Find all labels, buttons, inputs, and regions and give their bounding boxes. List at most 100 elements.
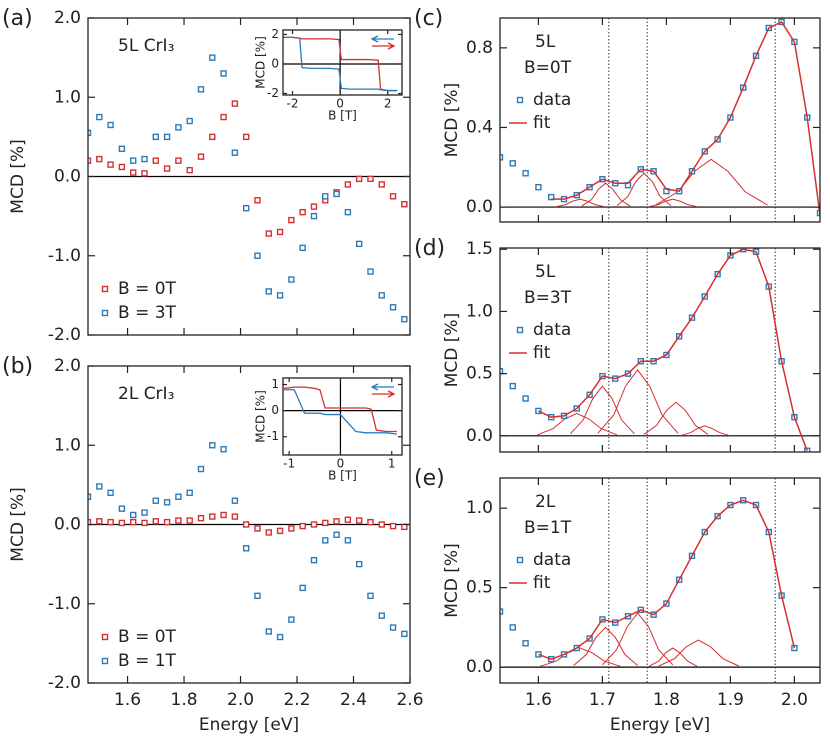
- data-point: [96, 483, 103, 490]
- panel-label: (a): [2, 6, 33, 31]
- data-point: [141, 509, 148, 516]
- axes-frame: [87, 365, 411, 684]
- data-point: [389, 304, 397, 311]
- y-tick-label: 1.0: [466, 301, 493, 321]
- data-point: [389, 522, 397, 530]
- data-point: [322, 519, 329, 527]
- data-point: [401, 523, 408, 531]
- axes-frame: [282, 29, 403, 96]
- data-point: [367, 268, 374, 275]
- fit-component: [573, 626, 638, 666]
- data-point: [276, 292, 284, 299]
- data-point: [118, 519, 126, 527]
- data-point: [344, 181, 352, 188]
- fit-component: [649, 198, 698, 208]
- arrow: [370, 35, 394, 43]
- arrow: [370, 383, 394, 391]
- data-point: [186, 489, 193, 496]
- data-point: [163, 499, 171, 506]
- x-axis-label: Energy [eV]: [199, 715, 299, 735]
- data-point: [197, 514, 205, 522]
- fit-component: [616, 172, 672, 207]
- y-tick-label: -1.0: [48, 246, 81, 266]
- data-point: [118, 163, 126, 171]
- legend-swatch: [516, 556, 524, 564]
- axes-frame: [282, 377, 403, 456]
- fit-component: [581, 182, 631, 207]
- data-point: [509, 382, 516, 390]
- arrow: [372, 42, 396, 50]
- data-point: [367, 592, 374, 600]
- chart-title: 5L CrI₃: [118, 36, 174, 56]
- fit-component: [648, 647, 698, 667]
- y-tick-label: 0.0: [466, 657, 493, 677]
- data-point: [265, 288, 272, 295]
- arrow: [372, 390, 396, 398]
- x-tick-label: -2: [287, 97, 299, 111]
- y-axis-label: MCD [%]: [8, 139, 28, 213]
- x-tick-label: 1.6: [114, 690, 141, 710]
- data-point: [163, 165, 171, 172]
- data-point: [88, 129, 92, 137]
- y-tick-label: 0.0: [54, 515, 81, 535]
- legend-swatch: [516, 326, 524, 334]
- data-point: [163, 133, 171, 141]
- data-point: [152, 157, 159, 164]
- data-point: [88, 518, 92, 526]
- data-point: [378, 292, 385, 299]
- y-tick-label: 0.4: [466, 117, 493, 137]
- y-tick-label: 1.0: [54, 435, 81, 455]
- y-tick-label: 0.8: [466, 38, 493, 58]
- data-point: [265, 230, 272, 237]
- data-point: [378, 521, 385, 528]
- fit-component: [570, 385, 635, 435]
- data-point: [310, 212, 318, 220]
- legend-label: B = 1T: [118, 651, 177, 671]
- data-point: [129, 511, 137, 519]
- data-point: [220, 113, 227, 121]
- data-point: [299, 522, 306, 530]
- data-point: [118, 505, 126, 512]
- series-line: [283, 36, 398, 92]
- data-point: [96, 155, 103, 163]
- data-point: [355, 517, 363, 524]
- x-tick-label: 0: [336, 97, 344, 111]
- data-point: [276, 228, 284, 236]
- legend-label: fit: [533, 113, 551, 133]
- data-point: [186, 117, 193, 125]
- axes-frame: [499, 477, 821, 684]
- data-point: [152, 133, 159, 141]
- y-tick-label: 0.5: [466, 364, 493, 384]
- fit-component: [540, 647, 621, 667]
- data-point: [344, 537, 352, 544]
- data-point: [522, 395, 529, 402]
- data-point: [288, 525, 295, 532]
- data-point: [220, 70, 227, 77]
- data-point: [220, 446, 227, 453]
- x-tick-label: 2.0: [227, 690, 254, 710]
- series-line: [283, 386, 397, 433]
- axes-frame: [499, 17, 821, 223]
- series-line: [538, 248, 808, 452]
- legend-swatch: [101, 309, 109, 317]
- fit-component: [556, 198, 605, 208]
- x-tick-label: 0: [337, 457, 345, 471]
- data-point: [152, 497, 159, 504]
- axes-frame: [87, 17, 411, 336]
- y-tick-label: 2.0: [54, 8, 81, 28]
- data-point: [231, 497, 239, 504]
- data-point: [88, 493, 92, 500]
- plot-area: [500, 18, 820, 222]
- data-point: [107, 489, 114, 496]
- legend-swatch: [101, 285, 109, 293]
- data-point: [288, 216, 295, 224]
- y-axis-label: MCD [%]: [442, 83, 462, 157]
- data-point: [96, 113, 103, 121]
- y-tick-label: 1.5: [466, 239, 493, 259]
- x-tick-label: 2.6: [396, 690, 423, 710]
- data-point: [175, 493, 182, 500]
- data-point: [107, 518, 114, 526]
- chart-title: 5L: [535, 32, 556, 52]
- fit-component: [655, 158, 768, 206]
